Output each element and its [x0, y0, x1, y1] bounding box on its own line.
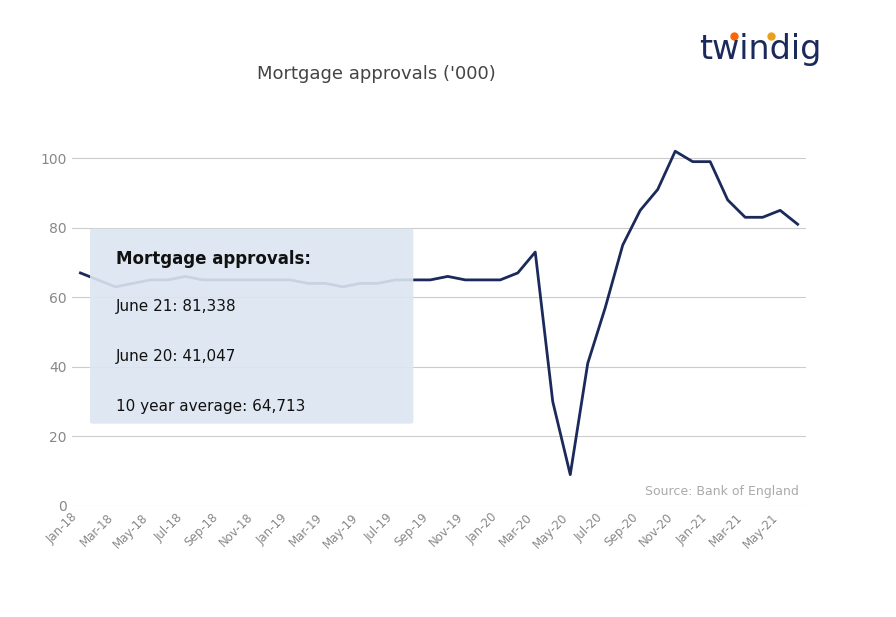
Text: twindig: twindig: [699, 33, 822, 66]
Text: Mortgage approvals:: Mortgage approvals:: [116, 250, 311, 268]
Text: June 21: 81,338: June 21: 81,338: [116, 299, 237, 315]
Text: Mortgage approvals ('000): Mortgage approvals ('000): [257, 65, 495, 83]
Text: 10 year average: 64,713: 10 year average: 64,713: [116, 399, 306, 414]
FancyBboxPatch shape: [90, 229, 413, 424]
Text: Source: Bank of England: Source: Bank of England: [645, 486, 799, 499]
Text: June 20: 41,047: June 20: 41,047: [116, 349, 237, 364]
